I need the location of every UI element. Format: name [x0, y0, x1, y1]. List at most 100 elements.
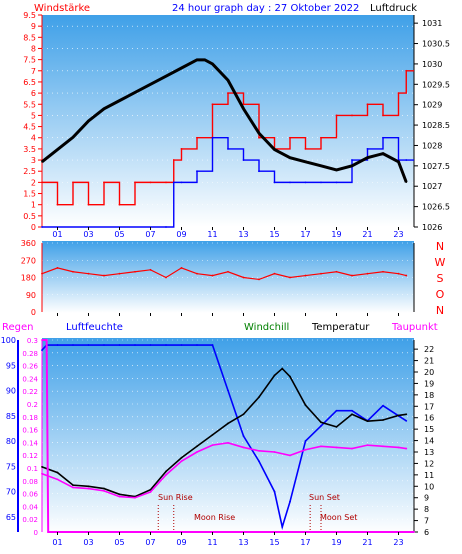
data-point	[180, 67, 183, 69]
right-tick-label: 1030	[422, 60, 442, 69]
data-point	[41, 181, 43, 184]
rain-tick-label: 0	[34, 529, 38, 537]
data-point	[382, 270, 384, 273]
x-tick-label: 19	[331, 230, 341, 239]
data-point	[397, 414, 400, 417]
data-point	[242, 413, 245, 416]
data-point	[180, 456, 183, 459]
data-point	[273, 148, 276, 151]
temp-tick-label: 9	[424, 494, 429, 503]
data-point	[289, 136, 291, 139]
data-point	[335, 114, 338, 117]
data-point	[165, 344, 167, 346]
x-tick-label: 09	[176, 538, 186, 547]
temp-tick-label: 11	[424, 471, 434, 480]
data-point	[196, 445, 198, 448]
data-point	[351, 447, 353, 450]
data-point	[87, 272, 90, 275]
label-temperatur: Temperatur	[311, 322, 370, 333]
data-point	[397, 92, 400, 95]
temp-tick-label: 10	[424, 482, 434, 491]
data-point	[335, 181, 338, 184]
temp-tick-label: 17	[424, 402, 434, 411]
temp-tick-label: 8	[424, 505, 429, 514]
data-point	[382, 136, 384, 139]
left-tick-label: 1.5	[23, 190, 36, 199]
annotation-sun-rise: Sun Rise	[158, 493, 193, 502]
data-point	[72, 181, 74, 184]
data-point	[134, 344, 136, 346]
data-point	[196, 136, 198, 139]
right-tick-label: 1028	[422, 141, 442, 150]
temp-tick-label: 13	[424, 448, 434, 457]
data-point	[242, 276, 245, 279]
label-regen: Regen	[2, 322, 34, 333]
data-point	[72, 270, 74, 273]
x-tick-label: 13	[238, 230, 248, 239]
data-point	[273, 451, 276, 453]
data-point	[172, 159, 175, 161]
data-point	[56, 267, 59, 269]
data-point	[304, 448, 307, 451]
chart-title: 24 hour graph day : 27 Oktober 2022	[172, 3, 359, 14]
data-point	[56, 478, 59, 481]
data-point	[211, 136, 214, 139]
compass-label: O	[436, 288, 445, 301]
data-point	[405, 181, 408, 184]
data-point	[103, 487, 105, 490]
x-tick-label: 19	[331, 538, 341, 547]
data-point	[56, 471, 59, 474]
data-point	[41, 160, 43, 163]
data-point	[211, 433, 214, 436]
data-point	[335, 409, 338, 412]
x-tick-label: 21	[362, 538, 372, 547]
data-point	[165, 75, 167, 78]
rain-tick-label: 0.18	[22, 414, 38, 422]
compass-label: W	[435, 256, 446, 269]
panel-wind-direction	[42, 241, 414, 313]
data-point	[351, 114, 353, 117]
left-tick-label: 9	[31, 22, 36, 31]
rain-tick-label: 0.02	[22, 516, 38, 524]
data-point	[366, 103, 369, 106]
data-point	[211, 103, 214, 106]
rain-tick-label: 0.14	[22, 439, 38, 447]
left-tick-label: 8.5	[23, 33, 36, 42]
temp-tick-label: 20	[424, 368, 434, 377]
data-point	[258, 132, 260, 135]
data-point	[103, 344, 105, 346]
data-point	[165, 226, 167, 228]
data-point	[397, 446, 400, 449]
data-point	[289, 454, 291, 457]
compass-label: N	[436, 240, 444, 253]
x-tick-label: 07	[145, 538, 155, 547]
data-point	[304, 404, 307, 407]
data-point	[351, 159, 353, 161]
data-point	[103, 489, 105, 492]
humidity-tick-label: 95	[6, 361, 16, 370]
data-point	[335, 169, 338, 171]
data-point	[366, 272, 369, 275]
data-point	[134, 270, 136, 273]
data-point	[103, 107, 105, 110]
data-point	[405, 159, 408, 161]
x-tick-label: 03	[83, 230, 93, 239]
compass-label: S	[437, 272, 444, 285]
left-tick-label: 3.5	[23, 145, 36, 154]
data-point	[72, 484, 74, 487]
rain-tick-label: 0.1	[27, 465, 38, 473]
humidity-tick-label: 70	[6, 488, 16, 497]
data-point	[382, 404, 384, 407]
data-point	[165, 470, 167, 473]
data-point	[405, 274, 408, 277]
data-point	[405, 419, 408, 422]
data-point	[118, 203, 121, 206]
x-tick-label: 01	[52, 230, 62, 239]
data-point	[211, 274, 214, 277]
x-tick-labels: 01 01 03 03 05 05 07 07 09 09 11 11 13 13 15 15 17 17 19 19…	[52, 227, 404, 547]
humidity-tick-label: 85	[6, 412, 16, 421]
data-point	[304, 440, 307, 442]
left-tick-label: 0.5	[23, 212, 36, 221]
